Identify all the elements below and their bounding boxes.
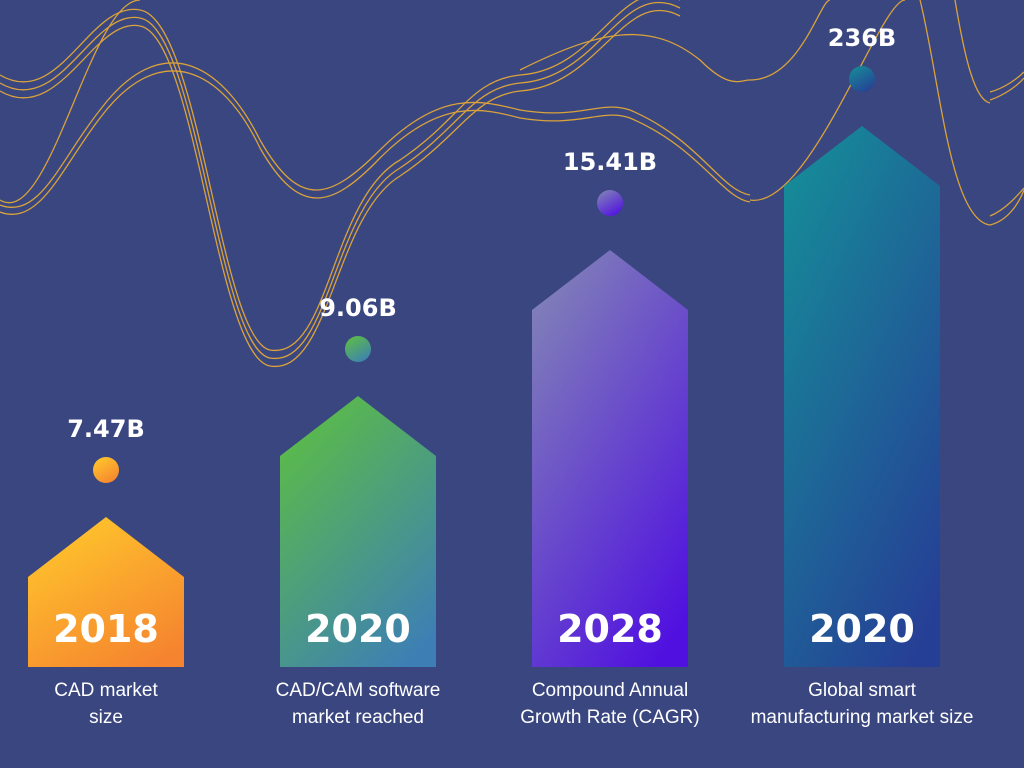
- caption-line: CAD market: [54, 680, 158, 701]
- marker-dot: [93, 457, 119, 483]
- marker-dot: [345, 336, 371, 362]
- caption-line: manufacturing market size: [751, 707, 974, 728]
- bar: [28, 517, 184, 667]
- value-label: 236B: [828, 24, 896, 52]
- caption-line: CAD/CAM software: [276, 680, 441, 701]
- bar: [280, 396, 436, 667]
- year-label: 2020: [305, 607, 411, 651]
- marker-dot: [597, 190, 623, 216]
- bar-group: 7.47B 2018 CAD market size: [28, 415, 184, 728]
- caption-line: market reached: [292, 707, 424, 728]
- value-label: 7.47B: [67, 415, 145, 443]
- bar-group: 15.41B 2028 Compound Annual Growth Rate (CA…: [520, 148, 699, 728]
- caption-line: Compound Annual: [532, 680, 688, 701]
- year-label: 2020: [809, 607, 915, 651]
- caption-line: size: [89, 707, 123, 728]
- year-label: 2028: [557, 607, 663, 651]
- bar: [532, 250, 688, 667]
- bar-group: 236B 2020 Global smart manufacturing market…: [751, 24, 974, 728]
- value-label: 9.06B: [319, 294, 397, 322]
- bar: [784, 126, 940, 667]
- year-label: 2018: [53, 607, 159, 651]
- caption-line: Global smart: [808, 680, 916, 701]
- value-label: 15.41B: [563, 148, 657, 176]
- marker-dot: [849, 66, 875, 92]
- caption-line: Growth Rate (CAGR): [520, 707, 699, 728]
- bar-group: 9.06B 2020 CAD/CAM software market reached: [276, 294, 441, 728]
